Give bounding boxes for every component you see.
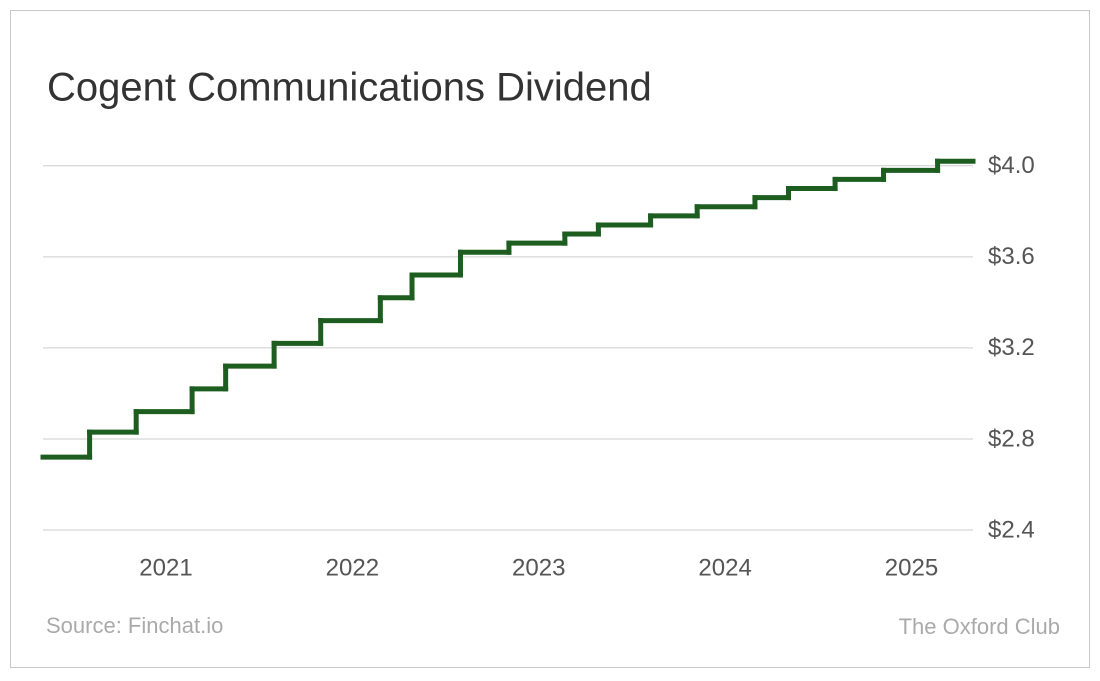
x-tick-label: 2022 (326, 554, 379, 581)
brand-label: The Oxford Club (899, 614, 1060, 639)
y-tick-label: $2.4 (988, 516, 1035, 543)
source-note: Source: Finchat.io (46, 613, 223, 638)
y-tick-label: $3.2 (988, 334, 1035, 361)
chart-frame (10, 10, 1090, 668)
x-tick-label: 2021 (139, 554, 192, 581)
x-tick-label: 2023 (512, 554, 565, 581)
x-tick-label: 2024 (698, 554, 751, 581)
chart-title: Cogent Communications Dividend (47, 66, 652, 110)
y-tick-label: $2.8 (988, 425, 1035, 452)
y-tick-label: $4.0 (988, 152, 1035, 179)
y-tick-label: $3.6 (988, 243, 1035, 270)
x-tick-label: 2025 (885, 554, 938, 581)
